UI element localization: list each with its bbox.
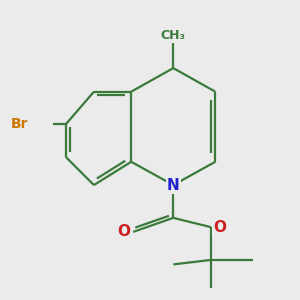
Text: N: N xyxy=(167,178,180,193)
Text: CH₃: CH₃ xyxy=(161,29,186,42)
Text: O: O xyxy=(117,224,130,239)
Text: O: O xyxy=(214,220,227,235)
Text: Br: Br xyxy=(11,117,28,131)
